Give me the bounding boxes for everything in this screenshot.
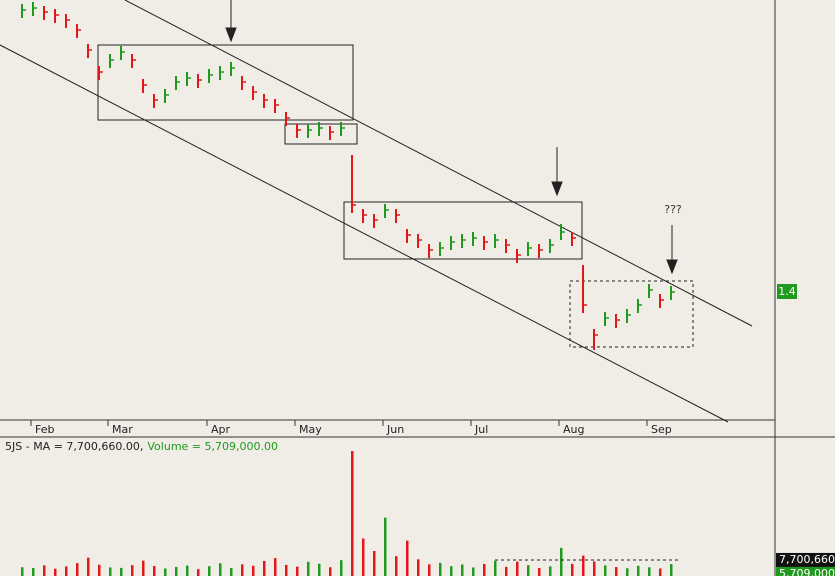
volume-bar [197, 569, 200, 576]
volume-bar [505, 566, 508, 576]
x-tick-label: Jun [386, 423, 404, 436]
volume-bar [252, 565, 255, 576]
volume-bar [120, 567, 123, 576]
volume-bar [648, 567, 651, 576]
legend-ma: 5JS - MA = 7,700,660.00, Volume = 5,709,0… [5, 440, 278, 453]
volume-bar [43, 565, 46, 576]
volume-bar [219, 563, 222, 576]
volume-bar [21, 567, 24, 576]
volume-bar [670, 564, 673, 576]
volume-bar [65, 566, 68, 576]
volume-bar [98, 564, 101, 576]
volume-bar [472, 567, 475, 576]
range-box [569, 280, 694, 348]
volume-bar [329, 567, 332, 576]
volume-bar [274, 558, 277, 576]
volume-bar [538, 568, 541, 576]
volume-bar [428, 564, 431, 576]
volume-bar [527, 565, 530, 576]
volume-bar [241, 564, 244, 576]
legend-volume-text: Volume = 5,709,000.00 [147, 440, 278, 453]
volume-bar [582, 555, 585, 576]
volume-bar [32, 568, 35, 576]
volume-bar [439, 562, 442, 576]
arrows [225, 0, 678, 275]
price-tag-bg [777, 284, 797, 299]
volume-bar [593, 561, 596, 576]
volume-bar [153, 566, 156, 576]
x-tick-label: Aug [563, 423, 584, 436]
volume-bar [76, 563, 79, 576]
volume-bar [406, 540, 409, 576]
volume-bar [626, 568, 629, 576]
volume-bar [318, 563, 321, 576]
volume-bar [54, 568, 57, 576]
volume-bar [340, 560, 343, 576]
volume-bar [263, 561, 266, 576]
x-tick-label: Apr [211, 423, 231, 436]
volume-bar [351, 451, 354, 576]
annotation: ??? [664, 203, 682, 216]
x-tick-label: Mar [112, 423, 133, 436]
volume-bar [142, 560, 145, 576]
price-tag: 1.4 [778, 285, 796, 298]
volume-bar [417, 559, 420, 576]
volume-bar [230, 568, 233, 576]
volume-bar [164, 568, 167, 576]
trend-line [124, 0, 753, 327]
volume-ma-tag-bg [776, 552, 835, 567]
volume-bar [571, 563, 574, 576]
volume-bar [549, 566, 552, 576]
volume-bar [461, 564, 464, 576]
volume-bar [373, 551, 376, 576]
volume-bar [186, 565, 189, 576]
volume-bar [637, 565, 640, 576]
range-box [97, 44, 354, 121]
volume-bar [384, 517, 387, 576]
volume-bar [604, 565, 607, 576]
volume-bar [483, 563, 486, 576]
x-tick-label: Sep [651, 423, 672, 436]
volume-bar [109, 567, 112, 576]
volume-bar [615, 567, 618, 576]
x-tick-label: Feb [35, 423, 54, 436]
volume-bar [87, 557, 90, 576]
trend-line [0, 44, 729, 423]
volume-bar [516, 561, 519, 576]
volume-bar [131, 565, 134, 576]
volume-bar [307, 561, 310, 576]
volume-bar [208, 566, 211, 576]
volume-bar [296, 566, 299, 576]
legend-ma-text: 5JS - MA = 7,700,660.00, [5, 440, 143, 453]
volume-tag-bg [776, 566, 835, 576]
range-box [343, 201, 583, 260]
volume-bar [659, 568, 662, 576]
volume-bar [395, 556, 398, 576]
range-box [284, 123, 358, 145]
volume-bar [560, 547, 563, 576]
volume-bar [285, 564, 288, 576]
volume-bar [362, 538, 365, 576]
volume-bar [494, 560, 497, 576]
volume-bar [450, 566, 453, 576]
x-tick-label: May [299, 423, 322, 436]
volume-tag: 5,709,000 [779, 567, 835, 576]
volume-bar [175, 566, 178, 576]
x-tick-label: Jul [474, 423, 488, 436]
volume-ma-tag: 7,700,660 [779, 553, 835, 566]
